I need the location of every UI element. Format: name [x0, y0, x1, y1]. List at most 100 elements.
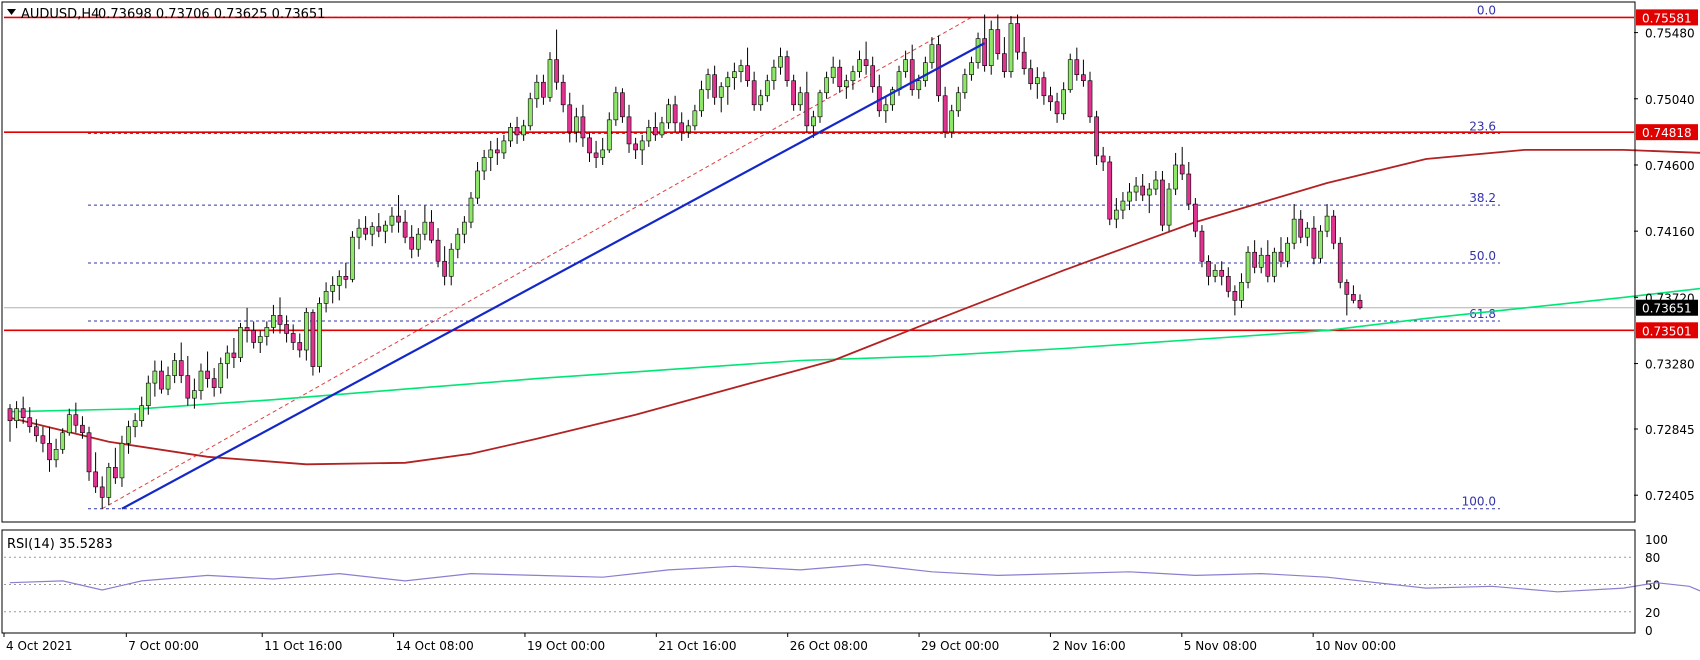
bear-candle-body — [982, 38, 987, 66]
rsi-pane-border — [1, 529, 1636, 634]
candle — [99, 476, 105, 509]
candle — [1173, 152, 1178, 196]
candle — [1193, 198, 1198, 238]
candle — [218, 357, 224, 394]
candle — [442, 246, 447, 286]
bull-candle-body — [896, 71, 902, 91]
bear-candle-body — [1265, 254, 1271, 277]
bear-candle-body — [1298, 218, 1304, 238]
bear-candle-body — [1094, 116, 1099, 157]
candle — [264, 321, 270, 346]
bear-candle-body — [310, 312, 316, 367]
candle — [1265, 240, 1271, 283]
candle — [1054, 92, 1060, 123]
price-tick-label: 0.73280 — [1645, 358, 1695, 372]
candle — [185, 356, 191, 406]
candle — [659, 116, 665, 138]
candle — [1034, 67, 1040, 99]
bear-candle-body — [837, 66, 843, 88]
candle — [850, 65, 856, 90]
bull-candle-body — [955, 92, 961, 112]
bear-candle-body — [73, 414, 79, 426]
candle — [126, 420, 131, 454]
bull-candle-body — [271, 315, 276, 328]
candle — [1107, 155, 1113, 226]
time-tick-label: 2 Nov 16:00 — [1052, 639, 1125, 653]
candle — [1272, 247, 1277, 283]
rsi-axis-label: 80 — [1645, 551, 1660, 565]
candle — [1061, 82, 1066, 120]
trendline[interactable] — [121, 42, 986, 510]
bull-candle-body — [198, 370, 204, 391]
time-tick-label: 7 Oct 00:00 — [128, 639, 199, 653]
candle — [679, 112, 685, 141]
bull-candle-body — [257, 336, 263, 343]
bear-candle-body — [620, 92, 625, 118]
trendline-line[interactable] — [121, 42, 986, 510]
time-tick-label: 19 Oct 00:00 — [527, 639, 605, 653]
bull-candle-body — [126, 426, 131, 444]
bear-candle-body — [1344, 282, 1350, 295]
candle — [1324, 204, 1330, 238]
bear-candle-body — [343, 275, 349, 280]
candle — [271, 304, 276, 334]
bear-candle-body — [1351, 294, 1356, 301]
symbol-label: AUDUSD,H4 — [21, 7, 99, 22]
candle — [1015, 14, 1020, 60]
bull-candle-body — [192, 390, 197, 399]
bear-candle-body — [1337, 242, 1343, 283]
candle — [376, 213, 382, 238]
candle — [1008, 16, 1014, 78]
candle — [369, 222, 375, 247]
candle — [534, 74, 540, 108]
candle — [251, 321, 257, 349]
bear-candle-body — [231, 352, 237, 358]
bull-candle-body — [1291, 218, 1297, 244]
candle — [890, 86, 895, 111]
bull-candle-body — [14, 408, 19, 422]
bear-candle-body — [1160, 179, 1165, 226]
bull-candle-body — [764, 80, 770, 97]
bull-candle-body — [857, 59, 862, 72]
bear-candle-body — [587, 137, 592, 154]
level-price-tag-text: 0.75581 — [1642, 11, 1692, 25]
candle — [732, 62, 737, 90]
bear-candle-body — [1199, 230, 1205, 262]
candle — [580, 104, 586, 147]
time-tick-label: 10 Nov 00:00 — [1315, 639, 1396, 653]
level-price-tag-text: 0.73501 — [1642, 324, 1692, 338]
bear-candle-body — [942, 95, 948, 133]
candle — [435, 228, 441, 268]
candle — [119, 435, 125, 487]
candle — [47, 426, 52, 472]
candle — [718, 82, 724, 113]
bull-candle-body — [600, 149, 606, 158]
bear-candle-body — [435, 239, 441, 262]
bull-candle-body — [1114, 209, 1119, 220]
bull-candle-body — [66, 414, 72, 434]
candle — [527, 92, 533, 131]
bear-candle-body — [1054, 101, 1060, 115]
bull-candle-body — [606, 119, 612, 151]
dropdown-triangle-icon[interactable] — [7, 9, 16, 15]
fibonacci-retracement[interactable]: 0.0 23.6 38.2 50.0 61.8 100.0 — [88, 3, 1500, 510]
bull-candle-body — [152, 370, 158, 384]
main-pane-border — [1, 1, 1636, 523]
bull-candle-body — [132, 420, 138, 428]
rsi-axis-label: 20 — [1645, 606, 1660, 620]
fib-level-label: 50.0 — [1469, 249, 1496, 263]
candle — [350, 231, 355, 283]
bull-candle-body — [1034, 77, 1040, 85]
bear-candle-body — [284, 324, 289, 334]
candle — [323, 282, 329, 313]
candle — [40, 426, 46, 453]
bear-candle-body — [909, 59, 915, 91]
bear-candle-body — [1311, 227, 1317, 259]
candle — [653, 112, 658, 141]
bull-candle-body — [824, 77, 829, 94]
bull-candle-body — [527, 98, 533, 127]
candle — [725, 71, 731, 105]
